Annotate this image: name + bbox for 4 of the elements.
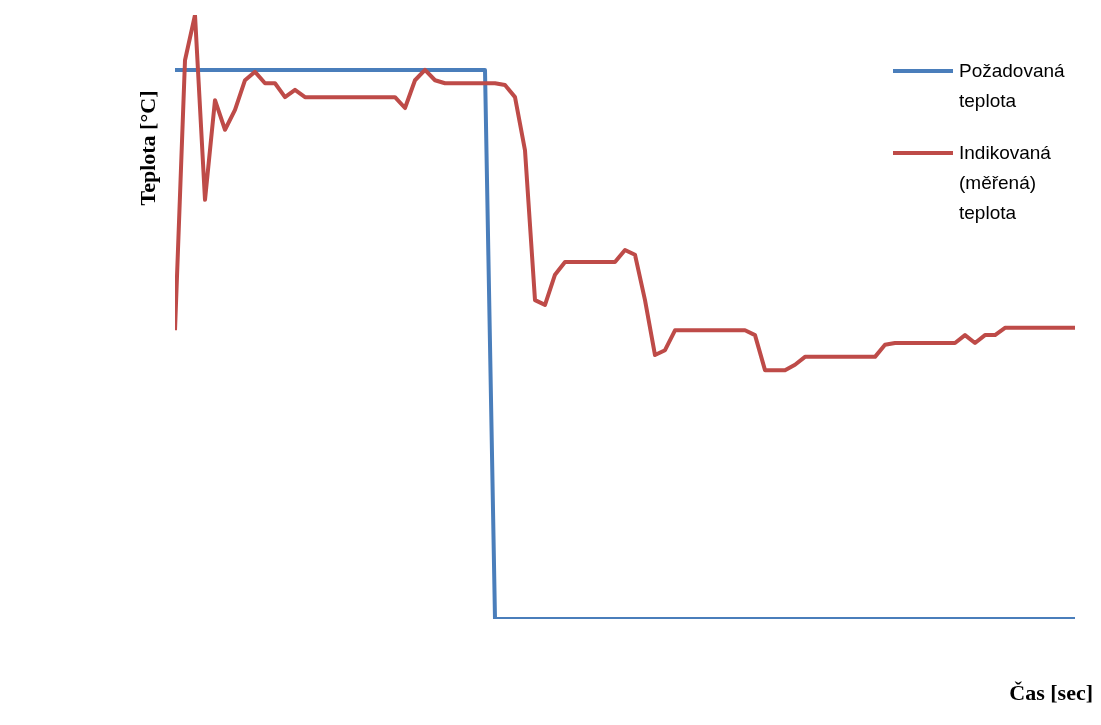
legend-label: Požadovaná teplota — [959, 59, 1066, 113]
x-axis-title: Čas [sec] — [1009, 680, 1093, 706]
y-axis-title: Teplota [°C] — [135, 90, 161, 206]
legend-label: Indikovaná (měřená) teplota — [959, 141, 1052, 225]
